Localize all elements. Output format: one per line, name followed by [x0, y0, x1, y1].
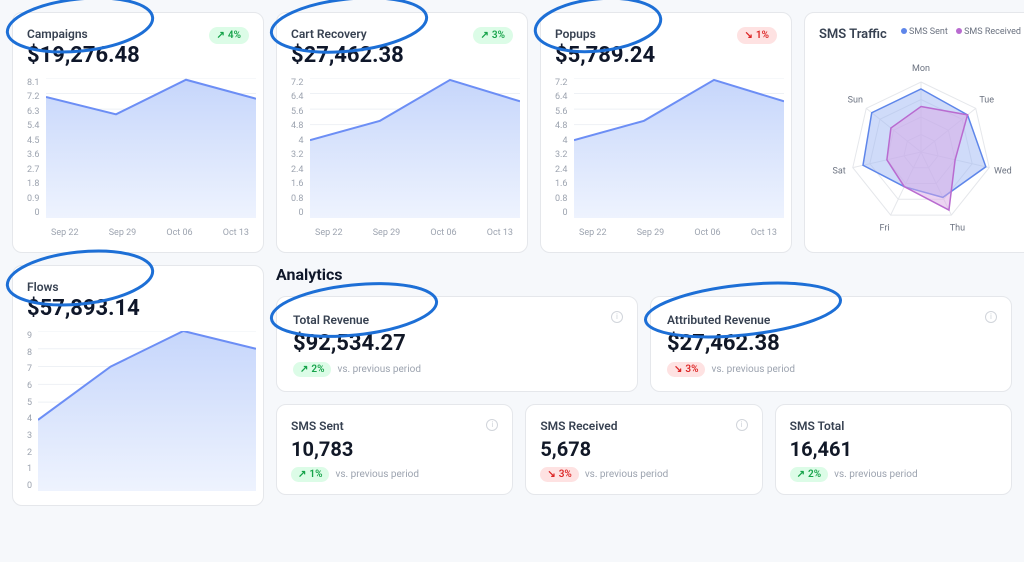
dashboard-row-2: Flows $57,893.14 9876543210 Analytics i …	[12, 265, 1012, 506]
svg-text:Fri: Fri	[879, 224, 889, 234]
popups-value: $5,789.24	[555, 43, 777, 68]
sms-sent-card[interactable]: i SMS Sent 10,783 ↗1% vs. previous perio…	[276, 404, 513, 495]
sms-traffic-title: SMS Traffic	[819, 27, 887, 42]
sms-sent-badge: ↗1%	[291, 467, 329, 482]
flows-y-axis: 9876543210	[27, 331, 38, 491]
legend-dot-recv	[956, 28, 962, 34]
sms-total-vs: vs. previous period	[834, 469, 918, 480]
analytics-section: Analytics i Total Revenue $92,534.27 ↗2%…	[276, 265, 1012, 506]
info-icon[interactable]: i	[736, 419, 748, 431]
trend-up-icon: ↗	[481, 30, 489, 41]
sms-sent-title: SMS Sent	[291, 419, 498, 433]
dashboard-row-1: Campaigns $19,276.48 ↗ 4% 8.17.26.35.44.…	[12, 12, 1012, 253]
legend-label-recv: SMS Received	[964, 27, 1021, 37]
cart-recovery-change: 3%	[492, 30, 505, 41]
popups-x-axis: Sep 22Sep 29Oct 06Oct 13	[555, 228, 777, 238]
trend-down-icon: ↘	[674, 364, 682, 375]
campaigns-chart: 8.17.26.35.44.53.62.71.80.90	[27, 78, 249, 222]
trend-up-icon: ↗	[300, 364, 308, 375]
svg-text:Mon: Mon	[912, 64, 930, 74]
campaigns-x-axis: Sep 22Sep 29Oct 06Oct 13	[27, 228, 249, 238]
popups-y-axis: 7.26.45.64.843.22.41.60.80	[555, 78, 574, 218]
cart-recovery-value: $27,462.38	[291, 43, 513, 68]
sms-received-title: SMS Received	[540, 419, 747, 433]
svg-text:Sat: Sat	[833, 167, 846, 177]
sms-received-card[interactable]: i SMS Received 5,678 ↘3% vs. previous pe…	[525, 404, 762, 495]
flows-value: $57,893.14	[27, 296, 249, 321]
sms-received-badge: ↘3%	[540, 467, 578, 482]
attributed-revenue-card[interactable]: i Attributed Revenue $27,462.38 ↘3% vs. …	[650, 296, 1012, 392]
analytics-heading: Analytics	[276, 265, 1012, 284]
attributed-revenue-badge: ↘3%	[667, 362, 705, 377]
svg-text:Sun: Sun	[848, 96, 863, 106]
sms-total-value: 16,461	[790, 437, 997, 461]
flows-chart: 9876543210	[27, 331, 249, 495]
total-revenue-vs: vs. previous period	[337, 364, 421, 375]
sms-total-badge: ↗2%	[790, 467, 828, 482]
svg-text:Tue: Tue	[979, 96, 994, 106]
cart-recovery-x-axis: Sep 22Sep 29Oct 06Oct 13	[291, 228, 513, 238]
campaigns-card[interactable]: Campaigns $19,276.48 ↗ 4% 8.17.26.35.44.…	[12, 12, 264, 253]
info-icon[interactable]: i	[985, 311, 997, 323]
legend-label-sent: SMS Sent	[909, 27, 948, 37]
cart-recovery-change-badge: ↗ 3%	[473, 27, 513, 44]
sms-received-vs: vs. previous period	[585, 469, 669, 480]
popups-change: 1%	[756, 30, 769, 41]
campaigns-change-badge: ↗ 4%	[209, 27, 249, 44]
popups-change-badge: ↘ 1%	[737, 27, 777, 44]
sms-traffic-radar: Mon Tue Wed Thu Fri Sat Sun	[819, 52, 1021, 242]
flows-card[interactable]: Flows $57,893.14 9876543210	[12, 265, 264, 506]
legend-dot-sent	[901, 28, 907, 34]
attributed-revenue-vs: vs. previous period	[711, 364, 795, 375]
campaigns-value: $19,276.48	[27, 43, 249, 68]
svg-text:Thu: Thu	[950, 224, 965, 234]
total-revenue-value: $92,534.27	[293, 331, 621, 356]
total-revenue-badge: ↗2%	[293, 362, 331, 377]
trend-up-icon: ↗	[217, 30, 225, 41]
flows-title: Flows	[27, 280, 249, 294]
attributed-revenue-title: Attributed Revenue	[667, 313, 995, 327]
campaigns-y-axis: 8.17.26.35.44.53.62.71.80.90	[27, 78, 46, 218]
popups-chart: 7.26.45.64.843.22.41.60.80	[555, 78, 777, 222]
sms-sent-value: 10,783	[291, 437, 498, 461]
info-icon[interactable]: i	[611, 311, 623, 323]
trend-down-icon: ↘	[547, 469, 555, 480]
sms-total-card[interactable]: SMS Total 16,461 ↗2% vs. previous period	[775, 404, 1012, 495]
trend-down-icon: ↘	[745, 30, 753, 41]
cart-recovery-card[interactable]: Cart Recovery $27,462.38 ↗ 3% 7.26.45.64…	[276, 12, 528, 253]
cart-recovery-y-axis: 7.26.45.64.843.22.41.60.80	[291, 78, 310, 218]
sms-traffic-legend: SMS Sent SMS Received	[901, 27, 1021, 37]
total-revenue-card[interactable]: i Total Revenue $92,534.27 ↗2% vs. previ…	[276, 296, 638, 392]
cart-recovery-chart: 7.26.45.64.843.22.41.60.80	[291, 78, 513, 222]
trend-up-icon: ↗	[797, 469, 805, 480]
sms-traffic-card[interactable]: SMS Traffic SMS Sent SMS Received Mon Tue…	[804, 12, 1024, 253]
campaigns-change: 4%	[228, 30, 241, 41]
attributed-revenue-value: $27,462.38	[667, 331, 995, 356]
sms-sent-vs: vs. previous period	[335, 469, 419, 480]
trend-up-icon: ↗	[298, 469, 306, 480]
sms-total-title: SMS Total	[790, 419, 997, 433]
svg-text:Wed: Wed	[994, 167, 1012, 177]
popups-card[interactable]: Popups $5,789.24 ↘ 1% 7.26.45.64.843.22.…	[540, 12, 792, 253]
sms-received-value: 5,678	[540, 437, 747, 461]
total-revenue-title: Total Revenue	[293, 313, 621, 327]
